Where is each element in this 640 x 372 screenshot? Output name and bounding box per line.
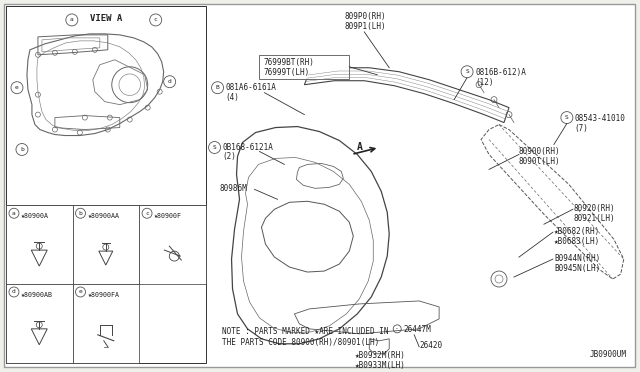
Text: (4): (4) (225, 93, 239, 102)
Text: 26447M: 26447M (403, 325, 431, 334)
Text: -: - (396, 326, 399, 331)
Text: a: a (70, 17, 74, 22)
Text: 809P0(RH): 809P0(RH) (344, 12, 386, 21)
Text: ★80900A: ★80900A (21, 213, 49, 219)
Text: ★80900FA: ★80900FA (88, 292, 120, 298)
Text: 0816B-612)A: 0816B-612)A (475, 68, 526, 77)
Text: S: S (212, 145, 216, 150)
Text: 80900(RH): 80900(RH) (519, 147, 561, 157)
Bar (72, 284, 139, 363)
Text: a: a (12, 211, 16, 216)
Text: 081A6-6161A: 081A6-6161A (225, 83, 276, 92)
Text: ★B0682(RH): ★B0682(RH) (554, 227, 600, 236)
Text: ★B0683(LH): ★B0683(LH) (554, 237, 600, 246)
Text: 08543-41010: 08543-41010 (575, 113, 626, 123)
Text: e: e (79, 289, 83, 295)
Text: 0B168-6121A: 0B168-6121A (223, 142, 273, 151)
Text: 8090l(LH): 8090l(LH) (519, 157, 561, 166)
Text: 80921(LH): 80921(LH) (574, 214, 616, 223)
Text: THE PARTS CODE 80900(RH)/80901(LH): THE PARTS CODE 80900(RH)/80901(LH) (221, 338, 379, 347)
Text: c: c (154, 17, 157, 22)
Bar (72, 205, 139, 284)
Text: e: e (15, 85, 19, 90)
Text: VIEW A: VIEW A (90, 14, 122, 23)
Text: d: d (12, 289, 16, 295)
Bar (6, 6, 205, 205)
Text: B0945N(LH): B0945N(LH) (554, 264, 600, 273)
Text: c: c (145, 211, 149, 216)
Text: A: A (357, 142, 363, 153)
Text: S: S (565, 115, 569, 120)
Text: b: b (20, 147, 24, 152)
Text: (7): (7) (575, 124, 589, 132)
Text: 80920(RH): 80920(RH) (574, 204, 616, 213)
Text: NOTE : PARTS MARKED ★ARE INCLUDED IN: NOTE : PARTS MARKED ★ARE INCLUDED IN (221, 327, 388, 336)
Bar (6, 284, 72, 363)
Text: ★B0932M(RH): ★B0932M(RH) (355, 351, 405, 360)
Text: JB0900UM: JB0900UM (589, 350, 627, 359)
Text: ★B0933M(LH): ★B0933M(LH) (355, 361, 405, 370)
Text: 26420: 26420 (419, 341, 442, 350)
Bar (139, 205, 205, 284)
Text: 76999T(LH): 76999T(LH) (264, 68, 310, 77)
Text: S: S (465, 69, 469, 74)
Bar (259, 55, 349, 79)
Text: ★80900AB: ★80900AB (21, 292, 53, 298)
Text: 76999BT(RH): 76999BT(RH) (264, 58, 314, 67)
Text: B0944N(RH): B0944N(RH) (554, 254, 600, 263)
Text: d: d (168, 79, 172, 84)
Text: B: B (216, 85, 220, 90)
Text: (12): (12) (475, 78, 493, 87)
Text: b: b (79, 211, 83, 216)
Text: ★80900F: ★80900F (154, 213, 182, 219)
Text: ★80900AA: ★80900AA (88, 213, 120, 219)
Text: (2): (2) (223, 153, 236, 161)
Text: 80986M: 80986M (220, 185, 247, 193)
Bar (6, 6, 205, 363)
Text: 809P1(LH): 809P1(LH) (344, 22, 386, 31)
Bar (6, 205, 72, 284)
